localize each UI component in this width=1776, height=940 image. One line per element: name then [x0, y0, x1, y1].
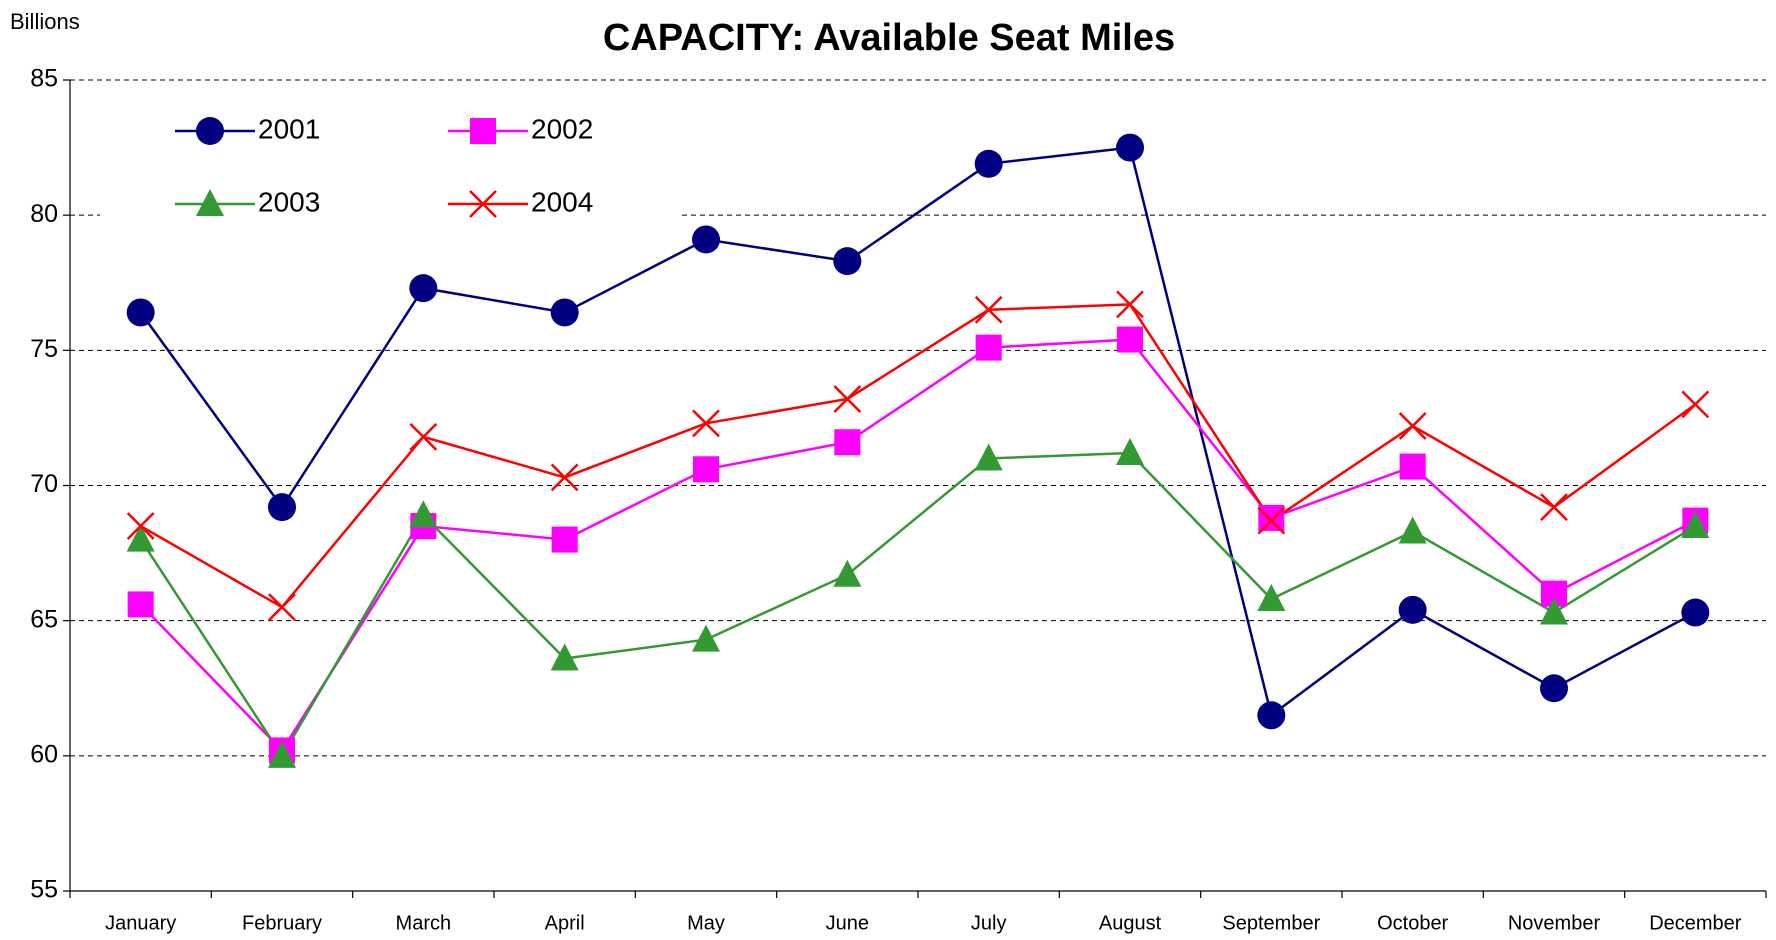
marker	[551, 526, 578, 553]
y-tick-label: 85	[30, 65, 58, 93]
y-tick-label: 60	[30, 740, 58, 768]
marker	[1398, 595, 1427, 624]
legend-label: 2002	[531, 113, 593, 144]
y-tick-label: 65	[30, 605, 58, 633]
x-tick-label: September	[1222, 912, 1320, 934]
marker	[1681, 511, 1710, 539]
y-tick-label: 70	[30, 470, 58, 498]
series-line	[139, 451, 1696, 759]
marker	[550, 463, 579, 492]
marker	[1116, 290, 1144, 319]
legend-label: 2001	[258, 113, 320, 144]
marker	[469, 190, 497, 218]
x-tick-label: October	[1377, 912, 1448, 934]
marker	[268, 740, 296, 768]
marker	[1116, 133, 1144, 162]
x-tick-label: March	[396, 912, 452, 934]
x-tick-label: July	[971, 912, 1007, 934]
x-tick-label: December	[1649, 912, 1742, 934]
y-tick-label: 75	[30, 335, 58, 363]
marker	[409, 500, 438, 528]
marker	[974, 149, 1003, 178]
marker	[126, 298, 155, 327]
marker	[1257, 506, 1286, 535]
marker	[692, 624, 720, 652]
marker	[127, 591, 154, 618]
marker	[470, 118, 496, 144]
marker	[409, 274, 438, 303]
marker	[1681, 598, 1710, 627]
marker	[126, 524, 155, 552]
x-tick-label: June	[826, 912, 869, 934]
marker	[974, 443, 1003, 471]
x-tick-label: May	[687, 912, 725, 934]
legend-label: 2003	[258, 186, 320, 217]
legend-box	[100, 95, 680, 230]
marker	[409, 422, 438, 451]
marker	[1258, 504, 1285, 531]
marker	[196, 117, 224, 145]
marker	[196, 189, 224, 216]
marker	[834, 429, 861, 456]
marker	[833, 385, 862, 413]
marker	[1398, 516, 1427, 544]
marker	[833, 559, 862, 587]
marker	[550, 643, 579, 671]
x-tick-label: April	[545, 912, 585, 934]
marker	[268, 593, 296, 622]
marker	[1257, 584, 1286, 612]
marker	[1257, 701, 1286, 730]
chart-title: CAPACITY: Available Seat Miles	[603, 17, 1175, 59]
y-axis-label: Billions	[10, 9, 80, 34]
marker	[550, 298, 579, 327]
marker	[692, 225, 720, 254]
y-tick-label: 80	[30, 200, 58, 228]
x-tick-label: August	[1099, 912, 1162, 934]
x-tick-label: February	[242, 912, 322, 934]
marker	[1117, 326, 1143, 353]
legend: 2001 2002 2003 2004	[100, 95, 680, 230]
marker	[268, 493, 296, 522]
x-tick-label: November	[1508, 912, 1601, 934]
marker	[1540, 597, 1568, 625]
marker	[1399, 453, 1426, 480]
marker	[974, 295, 1003, 324]
marker	[1540, 493, 1568, 522]
series-line	[139, 146, 1696, 718]
series-line	[139, 338, 1696, 753]
y-tick-label: 55	[30, 876, 58, 904]
legend-label: 2004	[531, 186, 593, 217]
axes: 55 60 65 70 75 80 85 January February March April M…	[30, 65, 1767, 934]
x-tick-label: January	[105, 912, 176, 934]
marker	[1540, 674, 1568, 703]
plot-area	[126, 133, 1710, 768]
marker	[975, 334, 1002, 361]
marker	[692, 409, 720, 438]
marker	[693, 456, 719, 483]
marker	[1116, 438, 1144, 466]
marker	[126, 512, 155, 540]
series-line	[140, 303, 1697, 609]
marker	[833, 247, 862, 276]
marker	[1681, 390, 1710, 419]
marker	[1398, 412, 1427, 440]
